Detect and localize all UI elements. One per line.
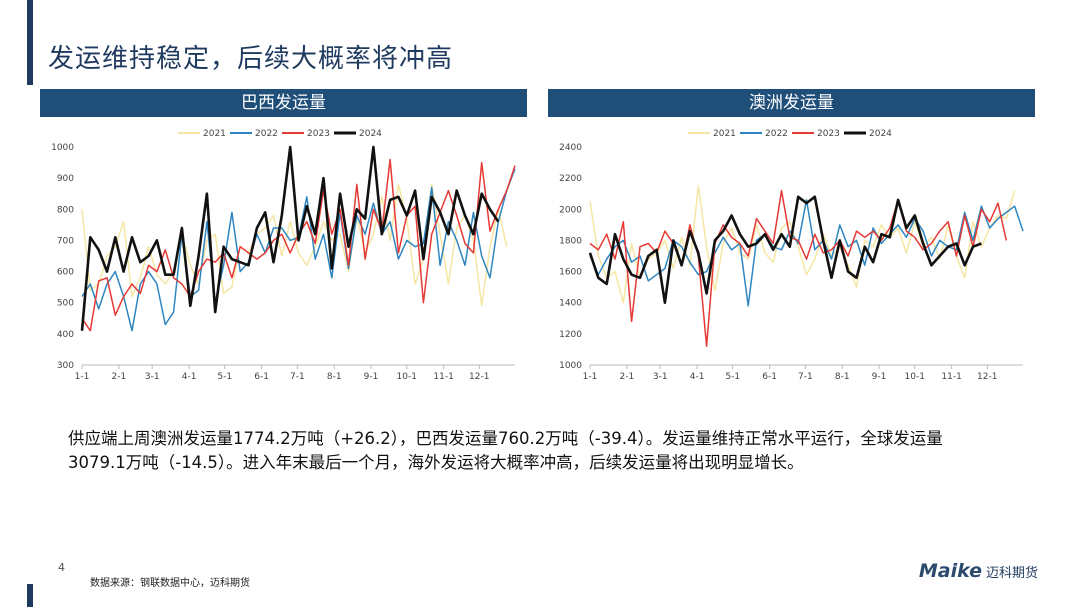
y-tick-label: 1400: [559, 299, 582, 309]
y-tick-label: 1200: [559, 330, 582, 340]
x-tick-label: 6-1: [254, 372, 269, 382]
legend-label-2022: 2022: [255, 129, 278, 139]
x-tick-label: 4-1: [690, 372, 705, 382]
x-tick-label: 10-1: [397, 372, 417, 382]
x-tick-label: 4-1: [182, 372, 197, 382]
x-tick-label: 10-1: [905, 372, 925, 382]
maike-logo: Maike 迈科期货: [919, 560, 1038, 582]
australia-shipment-chart: 2021 2022 2023 2024 1000 1200 1400 1600 1800 2000…: [559, 129, 1024, 382]
x-tick-label: 7-1: [798, 372, 813, 382]
y-tick-label: 1000: [559, 361, 582, 371]
page-title: 发运维持稳定，后续大概率将冲高: [48, 44, 454, 74]
page-number: 4: [58, 561, 65, 574]
series-line-2021: [81, 183, 508, 307]
x-tick-label: 5-1: [725, 372, 740, 382]
series-line-2021: [589, 185, 1016, 304]
x-tick-label: 12-1: [469, 372, 489, 382]
x-tick-label: 11-1: [433, 372, 453, 382]
x-tick-label: 2-1: [112, 372, 127, 382]
x-tick-label: 1-1: [583, 372, 598, 382]
accent-bar-top: [27, 0, 33, 85]
brazil-shipment-chart: 2021 2022 2023 2024 300 400 500 600 700 800 900 100…: [51, 129, 516, 382]
x-tick-label: 9-1: [872, 372, 887, 382]
logo-wordmark: Maike: [918, 560, 982, 582]
x-tick-label: 1-1: [75, 372, 90, 382]
legend-label-2022: 2022: [765, 129, 788, 139]
x-tick-label: 6-1: [762, 372, 777, 382]
y-tick-label: 300: [57, 361, 74, 371]
y-tick-label: 600: [57, 268, 74, 278]
y-tick-label: 1800: [559, 236, 582, 246]
series-line-2023: [81, 158, 516, 332]
x-tick-label: 8-1: [835, 372, 850, 382]
x-tick-label: 3-1: [145, 372, 160, 382]
x-tick-label: 8-1: [327, 372, 342, 382]
y-tick-label: 1600: [559, 268, 582, 278]
summary-text: 供应端上周澳洲发运量1774.2万吨（+26.2），巴西发运量760.2万吨（-…: [68, 429, 943, 472]
legend-label-2023: 2023: [307, 129, 330, 139]
x-tick-label: 5-1: [217, 372, 232, 382]
brazil-chart-header: 巴西发运量: [40, 89, 527, 117]
chart-legend: 2021 2022 2023 2024: [688, 129, 892, 139]
x-tick-label: 12-1: [977, 372, 997, 382]
x-tick-label: 3-1: [653, 372, 668, 382]
x-tick-label: 11-1: [941, 372, 961, 382]
legend-label-2024: 2024: [359, 129, 382, 139]
accent-bar-bottom: [27, 584, 33, 607]
y-tick-label: 900: [57, 174, 74, 184]
y-tick-label: 2400: [559, 143, 582, 153]
y-tick-label: 2200: [559, 174, 582, 184]
legend-label-2021: 2021: [203, 129, 226, 139]
y-tick-label: 500: [57, 299, 74, 309]
x-tick-label: 7-1: [290, 372, 305, 382]
y-tick-label: 800: [57, 205, 74, 215]
y-tick-label: 400: [57, 330, 74, 340]
series-line-2022: [81, 168, 516, 332]
logo-cn: 迈科期货: [985, 565, 1038, 581]
source-note: 数据来源：钢联数据中心，迈科期货: [90, 578, 250, 589]
australia-chart-header: 澳洲发运量: [548, 89, 1035, 117]
series-line-2024: [80, 145, 500, 331]
series-line-2023: [589, 189, 1008, 348]
y-tick-label: 2000: [559, 205, 582, 215]
x-tick-label: 2-1: [620, 372, 635, 382]
legend-label-2024: 2024: [869, 129, 892, 139]
legend-label-2023: 2023: [817, 129, 840, 139]
chart-legend: 2021 2022 2023 2024: [178, 129, 382, 139]
series-line-2024: [588, 195, 982, 304]
y-tick-label: 700: [57, 236, 74, 246]
x-tick-label: 9-1: [364, 372, 379, 382]
y-tick-label: 1000: [51, 143, 74, 153]
series-line-2022: [589, 199, 1024, 307]
legend-label-2021: 2021: [713, 129, 736, 139]
